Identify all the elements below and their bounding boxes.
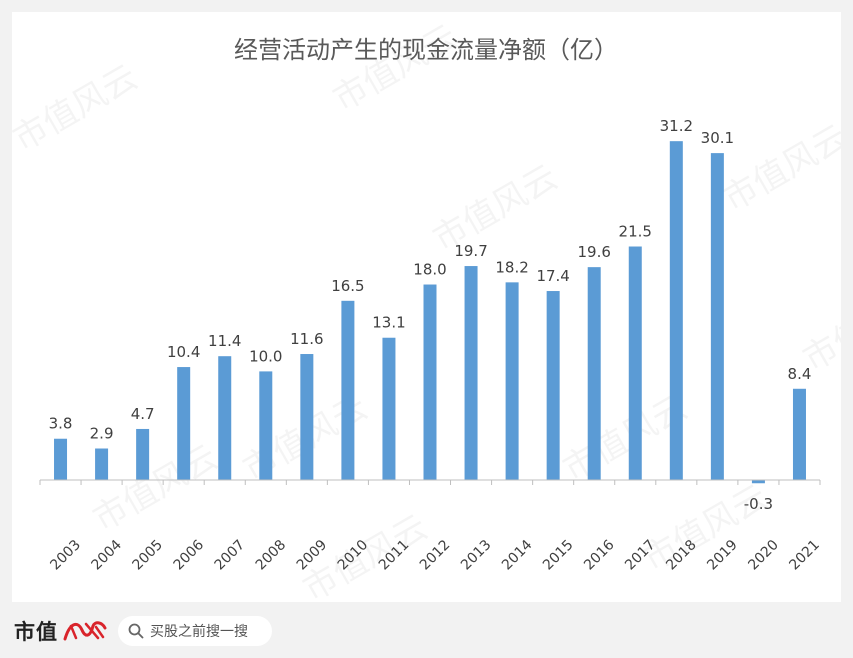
brand-name: 市值: [14, 619, 58, 644]
bar-2007: [218, 356, 232, 480]
bar-2021: [792, 388, 806, 480]
brand-seal-icon: [62, 618, 108, 644]
bar-2015: [546, 291, 560, 480]
bar-2011: [382, 337, 396, 480]
x-tick-label-2014: 2014: [499, 537, 536, 574]
watermark-text: 市值风云: [427, 157, 565, 260]
search-icon: [128, 623, 144, 639]
value-label-2019: 30.1: [701, 129, 734, 147]
value-label-2009: 11.6: [290, 330, 323, 348]
x-tick-label-2008: 2008: [253, 537, 290, 574]
watermark-text: 市值风云: [717, 117, 842, 220]
chart-card: 市值风云市值风云市值风云市值风云市值风云市值风云市值风云市值风云市值风云市值风云…: [12, 12, 841, 602]
x-tick-marks: [39, 480, 821, 485]
bar-2009: [300, 354, 314, 480]
value-label-2011: 13.1: [372, 314, 405, 332]
x-tick-label-2004: 2004: [88, 537, 125, 574]
x-tick-label-2020: 2020: [745, 537, 782, 574]
value-label-2003: 3.8: [49, 415, 73, 433]
bar-2019: [710, 153, 724, 480]
x-tick-label-2003: 2003: [47, 537, 84, 574]
value-label-2005: 4.7: [131, 405, 155, 423]
value-label-2007: 11.4: [208, 332, 241, 350]
value-label-2004: 2.9: [90, 425, 114, 443]
value-label-2021: 8.4: [788, 365, 812, 383]
value-labels-group: 3.8 2.9 4.7 10.4 11.4 10.0 11.6 16.5 13.1 18.0 19.…: [49, 117, 812, 513]
value-label-2008: 10.0: [249, 347, 282, 365]
x-tick-label-2013: 2013: [458, 537, 495, 574]
brand-logo[interactable]: 市值: [14, 616, 108, 646]
footer-bar: 市值 买股之前搜一搜: [0, 604, 853, 658]
watermark-text: 市值风云: [327, 17, 465, 120]
bar-2020: [751, 480, 765, 484]
bar-chart: 市值风云市值风云市值风云市值风云市值风云市值风云市值风云市值风云市值风云市值风云…: [12, 17, 842, 602]
value-label-2014: 18.2: [495, 258, 528, 276]
search-text: 买股之前搜一搜: [150, 624, 248, 640]
x-tick-label-2007: 2007: [212, 537, 249, 574]
bar-2010: [341, 300, 355, 480]
bar-2003: [54, 438, 68, 480]
value-label-2006: 10.4: [167, 343, 200, 361]
bar-2014: [505, 282, 519, 480]
value-label-2010: 16.5: [331, 277, 364, 295]
x-tick-label-2015: 2015: [540, 537, 577, 574]
search-box[interactable]: 买股之前搜一搜: [118, 616, 272, 646]
bars-group: [54, 141, 806, 484]
bar-2013: [464, 266, 478, 480]
bar-2017: [628, 246, 642, 480]
x-tick-label-2005: 2005: [130, 537, 167, 574]
x-tick-label-2006: 2006: [171, 537, 208, 574]
bar-2018: [669, 141, 683, 480]
bar-2006: [177, 367, 191, 480]
value-label-2016: 19.6: [578, 243, 611, 261]
bar-2008: [259, 371, 273, 480]
value-label-2018: 31.2: [660, 117, 693, 135]
value-label-2013: 19.7: [454, 242, 487, 260]
watermark-text: 市值风云: [12, 57, 144, 160]
x-tick-label-2021: 2021: [786, 537, 823, 574]
bar-2016: [587, 267, 601, 480]
bar-2004: [95, 448, 109, 480]
value-label-2012: 18.0: [413, 261, 446, 279]
x-tick-label-2016: 2016: [581, 537, 618, 574]
value-label-2020: -0.3: [744, 495, 773, 513]
value-label-2017: 21.5: [619, 223, 652, 241]
bar-2005: [136, 428, 150, 480]
bar-2012: [423, 284, 437, 480]
value-label-2015: 17.4: [536, 267, 569, 285]
chart-title: 经营活动产生的现金流量净额（亿）: [234, 36, 618, 64]
